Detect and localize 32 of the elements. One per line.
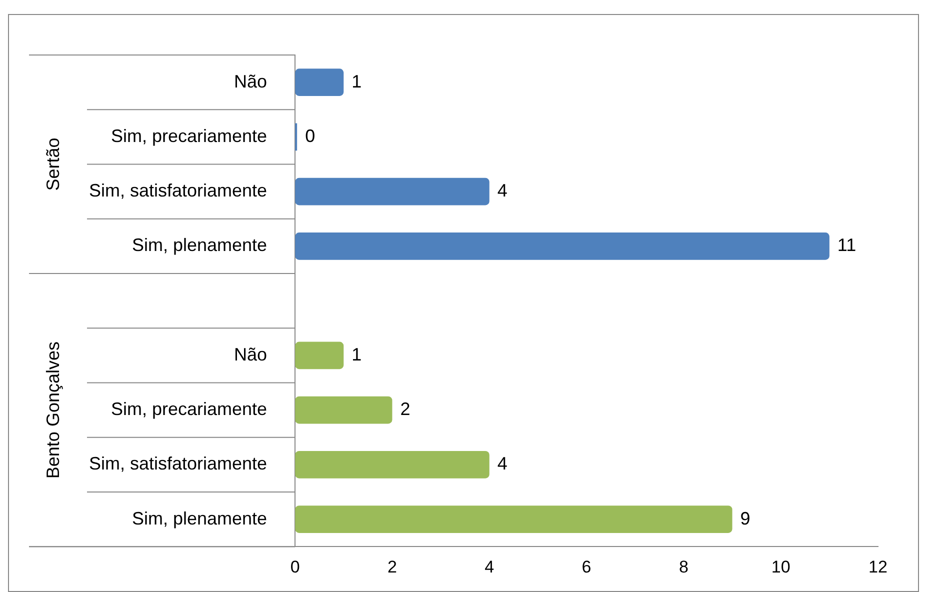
x-tick-label: 12 (868, 557, 888, 576)
bar (295, 506, 732, 533)
y-tick-label: Sim, satisfatoriamente (88, 454, 268, 474)
text: Bento Gonçalves (42, 342, 63, 479)
y-tick-label: Não (234, 344, 268, 364)
bar (295, 451, 490, 478)
x-tick-label: 0 (290, 557, 300, 576)
data-label: 9 (740, 508, 750, 528)
data-label: 4 (497, 454, 508, 474)
x-tick-label: 10 (771, 557, 790, 576)
x-tick-label: 2 (387, 557, 397, 576)
bar (295, 396, 392, 424)
y-tick-label: Sim, satisfatoriamente (88, 180, 268, 201)
x-tick-label: 6 (582, 557, 592, 576)
y-tick-label: Sim, precariamente (111, 399, 268, 420)
y-tick-label: Sim, plenamente (132, 508, 268, 528)
x-tick-label: 4 (484, 557, 494, 576)
bar (295, 178, 490, 206)
data-label: 4 (497, 180, 508, 201)
bar (295, 232, 830, 260)
bar (295, 342, 344, 370)
data-label: 2 (400, 399, 410, 420)
y-tick-label: Sim, precariamente (111, 126, 268, 146)
y-tick-label: Sim, plenamente (132, 235, 268, 256)
bar (295, 68, 344, 96)
data-label: 0 (305, 126, 316, 146)
y-tick-label: Não (234, 71, 268, 92)
data-label: 11 (837, 235, 856, 256)
text: Sertão (42, 138, 63, 191)
x-tick-label: 8 (678, 557, 688, 576)
data-label: 1 (352, 71, 362, 92)
data-label: 1 (352, 344, 362, 364)
